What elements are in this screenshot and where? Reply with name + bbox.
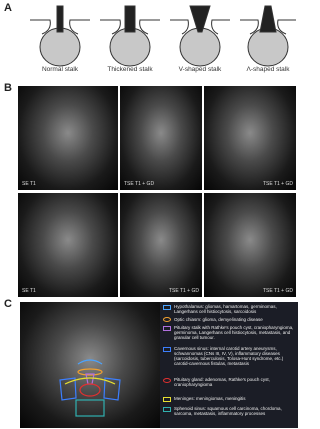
stalk-label: Λ-shaped stalk bbox=[246, 66, 290, 73]
panel-label: B bbox=[4, 82, 12, 94]
legend: Hypothalamus: gliomas, hamartomas, germi… bbox=[160, 302, 298, 428]
legend-text: Optic chiasm: glioma, demyelinating dise… bbox=[174, 317, 263, 322]
mri-image bbox=[20, 302, 160, 428]
mri-image: SE T1 bbox=[18, 86, 118, 190]
legend-text: Sphenoid sinus: squamous cell carcinoma,… bbox=[174, 406, 282, 416]
mri-image: TSE T1 + GD bbox=[204, 86, 296, 190]
mri-image: SE T1 bbox=[18, 193, 118, 297]
stalk-label: V-shaped stalk bbox=[178, 66, 222, 73]
legend-icon bbox=[163, 326, 171, 331]
page: A Normal stalk Thickened stalk V-shaped … bbox=[4, 2, 298, 428]
mri-image: TSE T1 + GD bbox=[120, 86, 202, 190]
image-label: SE T1 bbox=[22, 181, 36, 187]
image-label: TSE T1 + GD bbox=[124, 181, 155, 187]
legend-icon bbox=[163, 317, 171, 322]
panel-label: C bbox=[4, 298, 12, 310]
legend-icon bbox=[163, 305, 171, 310]
legend-icon bbox=[163, 378, 171, 383]
image-label: TSE T1 + GD bbox=[262, 181, 293, 187]
legend-text: Meninges: meningiomas, meningitis bbox=[174, 396, 246, 401]
panel-label: A bbox=[4, 2, 12, 14]
mri-image: TSE T1 + GD bbox=[120, 193, 202, 297]
legend-icon bbox=[163, 407, 171, 412]
legend-icon bbox=[163, 397, 171, 402]
legend-text: Cavernous sinus: internal carotid artery… bbox=[174, 346, 284, 366]
legend-text: Pituitary gland: adenomas, Rathke's pouc… bbox=[174, 377, 270, 387]
legend-text: Pituitary stalk with Rathke's pouch cyst… bbox=[174, 325, 294, 340]
stalk-label: Normal stalk bbox=[41, 66, 79, 73]
image-label: SE T1 bbox=[22, 288, 36, 294]
stalk-diagrams bbox=[30, 5, 296, 67]
legend-icon bbox=[163, 347, 171, 352]
legend-text: Hypothalamus: gliomas, hamartomas, germi… bbox=[174, 304, 277, 314]
image-label: TSE T1 + GD bbox=[168, 288, 199, 294]
mri-image: TSE T1 + GD bbox=[204, 193, 296, 297]
stalk-label: Thickened stalk bbox=[107, 66, 153, 73]
image-label: TSE T1 + GD bbox=[262, 288, 293, 294]
region-overlay bbox=[59, 359, 121, 417]
